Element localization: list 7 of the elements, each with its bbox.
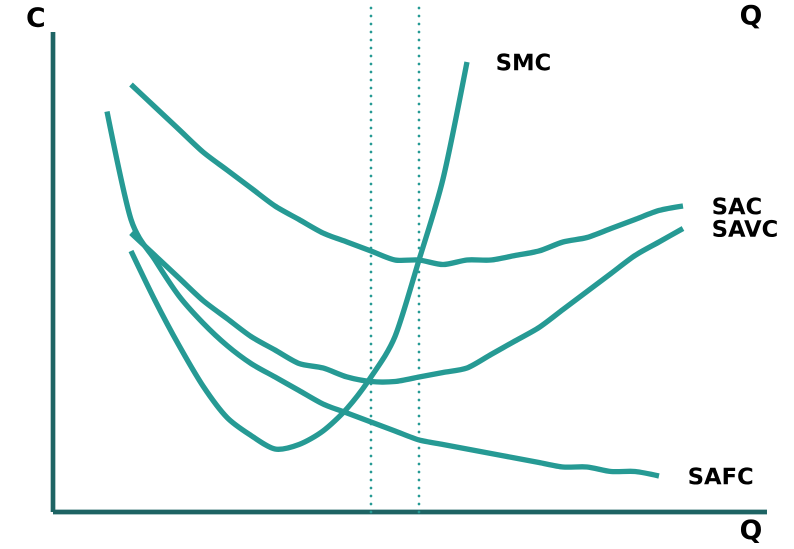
series-label: SMC (497, 53, 550, 71)
y-axis-title: C (27, 7, 44, 28)
series-label: SAC (713, 197, 761, 215)
series-label: SAVC (713, 220, 777, 238)
text: Q (740, 4, 761, 28)
x-axis-title: Q (740, 519, 761, 544)
series-label: SAFC (689, 467, 752, 485)
